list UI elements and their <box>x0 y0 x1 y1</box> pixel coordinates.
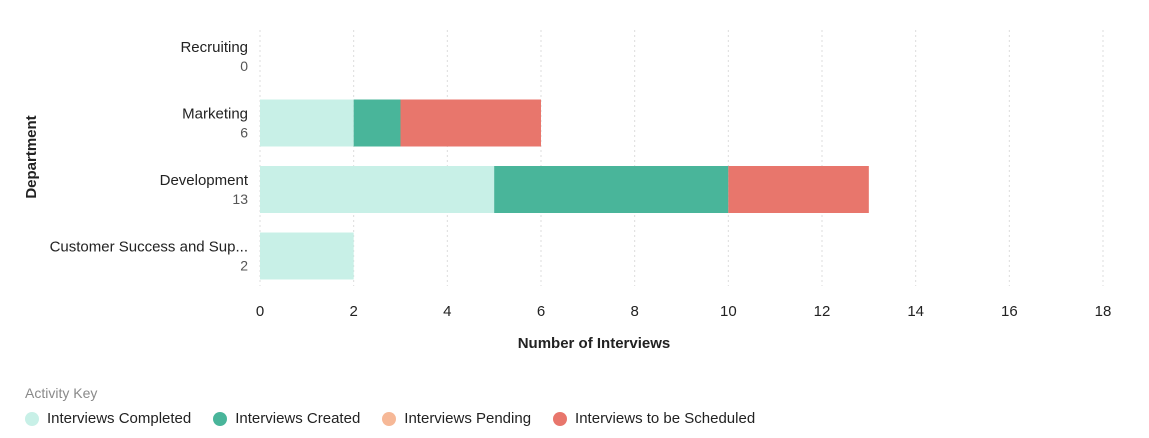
bar-segment[interactable] <box>494 166 729 213</box>
x-axis-title: Number of Interviews <box>518 335 671 352</box>
legend-item[interactable]: Interviews to be Scheduled <box>553 410 755 427</box>
legend-label: Interviews Pending <box>404 410 532 427</box>
legend-item[interactable]: Interviews Completed <box>25 410 191 427</box>
x-tick-label: 6 <box>537 303 545 320</box>
bars <box>260 99 869 280</box>
grid-lines <box>259 30 1104 286</box>
legend-swatch <box>553 411 568 426</box>
y-axis-title: Department <box>23 115 40 198</box>
legend-label: Interviews to be Scheduled <box>575 410 756 427</box>
category-total: 0 <box>240 58 248 74</box>
category-label: Customer Success and Sup... <box>50 239 248 256</box>
category-total: 13 <box>232 191 248 207</box>
legend-item[interactable]: Interviews Created <box>213 410 360 427</box>
bar-chart: Recruiting 0 Marketing 6 Development 13 Custom… <box>23 30 1112 352</box>
category-label: Marketing <box>182 106 248 123</box>
legend-swatch <box>25 411 39 426</box>
x-tick-label: 14 <box>907 303 924 320</box>
category-labels: Recruiting 0 Marketing 6 Development 13 Custom… <box>50 39 249 274</box>
bar-segment[interactable] <box>728 166 869 213</box>
x-tick-labels: 0 2 4 6 8 10 12 14 16 18 <box>256 303 1112 320</box>
bar-segment[interactable] <box>400 99 542 147</box>
legend: Activity Key Interviews Completed Intervi… <box>25 385 1125 427</box>
x-tick-label: 18 <box>1095 303 1112 320</box>
legend-swatch <box>213 411 228 426</box>
x-tick-label: 2 <box>349 303 357 320</box>
x-tick-label: 0 <box>256 303 264 320</box>
legend-swatch <box>382 411 397 426</box>
x-tick-label: 16 <box>1001 303 1018 320</box>
category-total: 6 <box>240 125 248 141</box>
legend-label: Interviews Created <box>235 410 361 427</box>
x-tick-label: 8 <box>630 303 638 320</box>
category-label: Recruiting <box>180 39 248 56</box>
x-tick-label: 4 <box>443 303 451 320</box>
bar-segment[interactable] <box>260 232 354 280</box>
category-label: Development <box>160 172 249 189</box>
bar-segment[interactable] <box>260 99 354 147</box>
x-tick-label: 10 <box>720 303 737 320</box>
x-tick-label: 12 <box>814 303 831 320</box>
legend-label: Interviews Completed <box>47 410 192 427</box>
legend-item[interactable]: Interviews Pending <box>382 410 531 427</box>
bar-segment[interactable] <box>260 166 495 213</box>
legend-title: Activity Key <box>25 385 98 401</box>
legend-items: Interviews Completed Interviews Created In… <box>25 410 1125 427</box>
category-total: 2 <box>240 258 248 274</box>
bar-segment[interactable] <box>353 99 401 147</box>
